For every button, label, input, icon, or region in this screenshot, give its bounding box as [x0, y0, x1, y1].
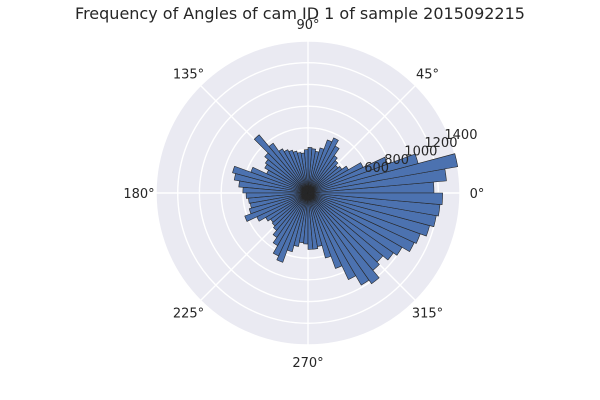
histogram-bar [307, 147, 325, 194]
histogram-bar [264, 152, 309, 194]
histogram-bar [264, 163, 309, 194]
radial-tick-label: 600 [364, 161, 389, 176]
chart-title: Frequency of Angles of cam ID 1 of sampl… [75, 4, 525, 23]
histogram-bar [307, 147, 313, 194]
angle-tick-label: 45° [416, 68, 439, 83]
histogram-bar [242, 186, 309, 194]
histogram-bar [238, 180, 309, 194]
histogram-bar [307, 139, 333, 194]
radial-tick-label: 1000 [404, 145, 437, 160]
angle-tick-label: 225° [173, 307, 204, 322]
angle-tick-label: 135° [173, 68, 204, 83]
histogram-bar [307, 165, 349, 194]
histogram-bar [307, 137, 339, 194]
histogram-bar [264, 159, 309, 194]
histogram-bar [286, 192, 309, 253]
histogram-bar [293, 192, 309, 247]
angle-tick-label: 270° [292, 356, 323, 371]
radial-tick-label: 1400 [444, 128, 477, 143]
histogram-bar [265, 192, 309, 222]
radial-tick-label: 800 [384, 153, 409, 168]
histogram-bar [233, 173, 309, 194]
histogram-bars [232, 134, 459, 286]
radial-tick-label: 1200 [424, 136, 457, 151]
histogram-bar [307, 192, 380, 271]
histogram-bar [232, 165, 309, 194]
angle-tick-label: 315° [412, 307, 443, 322]
histogram-bar [276, 192, 309, 263]
angle-tick-labels: 0° 45° 90° 135° 180° 225° 270° 315° [123, 18, 484, 371]
histogram-bar [307, 192, 443, 206]
angle-tick-label: 0° [470, 187, 485, 202]
histogram-bar [307, 166, 343, 194]
histogram-bar [253, 134, 309, 194]
histogram-bar [307, 162, 364, 194]
histogram-bar [307, 156, 388, 194]
histogram-bar [307, 192, 380, 285]
angle-tick-label: 90° [296, 18, 319, 33]
angle-tick-label: 180° [123, 187, 154, 202]
